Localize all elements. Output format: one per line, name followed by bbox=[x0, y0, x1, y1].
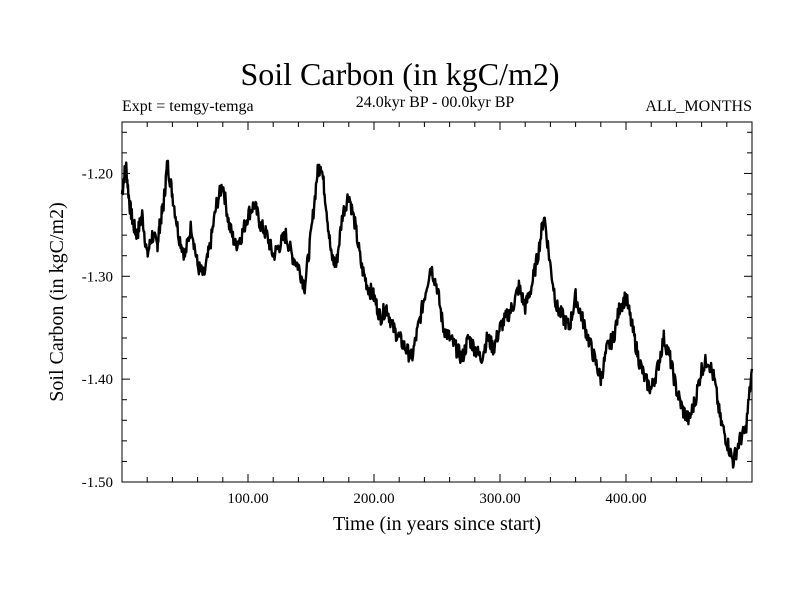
axis-ticks bbox=[122, 122, 752, 483]
experiment-label: Expt = temgy-temga bbox=[122, 98, 254, 115]
x-tick-label: 400.00 bbox=[605, 491, 646, 507]
x-tick-label: 100.00 bbox=[227, 491, 268, 507]
x-tick-label: 300.00 bbox=[479, 491, 520, 507]
x-axis-label: Time (in years since start) bbox=[333, 513, 541, 535]
y-tick-label: -1.40 bbox=[82, 372, 113, 388]
y-tick-label: -1.20 bbox=[82, 166, 113, 182]
months-label: ALL_MONTHS bbox=[645, 98, 752, 115]
y-tick-label: -1.30 bbox=[82, 269, 113, 285]
plot-frame bbox=[121, 121, 753, 483]
tick-labels: 100.00 200.00 300.00 400.00 -1.20 -1.30 -1.40 -… bbox=[82, 166, 647, 507]
y-tick-label: -1.50 bbox=[82, 475, 113, 491]
x-tick-label: 200.00 bbox=[353, 491, 394, 507]
soil-carbon-line bbox=[120, 159, 754, 469]
time-range-label: 24.0kyr BP - 00.0kyr BP bbox=[355, 94, 515, 111]
y-axis-label: Soil Carbon (in kgC/m2) bbox=[46, 202, 68, 401]
chart-title: Soil Carbon (in kgC/m2) bbox=[240, 56, 560, 92]
